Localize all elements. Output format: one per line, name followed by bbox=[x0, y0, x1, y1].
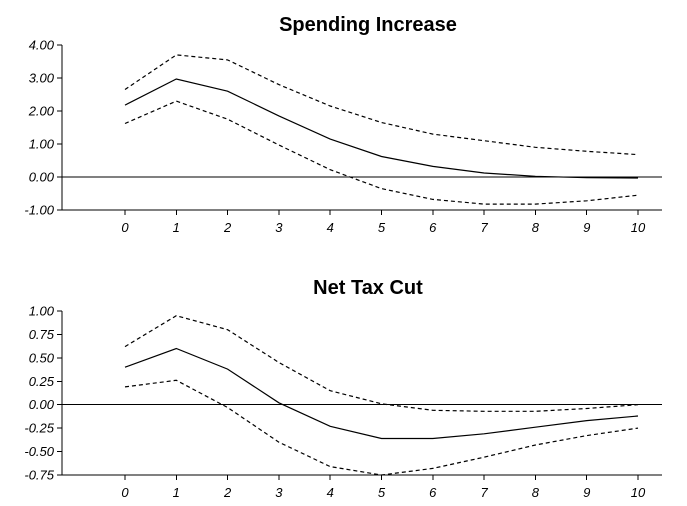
y-tick-label: 0.25 bbox=[29, 374, 55, 389]
y-tick-label: 0.00 bbox=[29, 397, 55, 412]
y-tick-label: 0.50 bbox=[29, 350, 55, 365]
series-line-estimate bbox=[124, 347, 639, 440]
series-line-lower bbox=[124, 100, 639, 205]
x-tick-label: 5 bbox=[378, 485, 386, 500]
series-line-upper bbox=[124, 315, 639, 412]
panel-title-spending-increase: Spending Increase bbox=[279, 14, 457, 36]
panel-title-net-tax-cut: Net Tax Cut bbox=[313, 277, 423, 299]
x-tick-label: 2 bbox=[223, 485, 232, 500]
y-tick-label: 3.00 bbox=[29, 71, 55, 86]
series-line-lower bbox=[124, 379, 639, 476]
x-tick-label: 7 bbox=[480, 485, 488, 500]
panel-1-plot-area: 1.00 0.75 0.50 0.25 0.00 -0.25 -0.50 -0.75 0 1 2 3 4… bbox=[24, 304, 662, 500]
y-tick-label: -0.50 bbox=[24, 444, 54, 459]
x-tick-label: 9 bbox=[583, 485, 590, 500]
y-tick-label: 0.00 bbox=[29, 170, 55, 185]
x-tick-label: 10 bbox=[631, 220, 646, 235]
x-tick-label: 4 bbox=[327, 485, 334, 500]
x-tick-label: 8 bbox=[532, 485, 540, 500]
x-tick-label: 10 bbox=[631, 485, 646, 500]
x-tick-label: 9 bbox=[583, 220, 590, 235]
y-tick-label: 0.75 bbox=[29, 327, 55, 342]
x-tick-label: 3 bbox=[275, 220, 283, 235]
panel-0-plot-area: 4.00 3.00 2.00 1.00 0.00 -1.00 0 1 2 3 4 5 6 7 8 9 10 bbox=[24, 38, 662, 235]
x-tick-label: 6 bbox=[429, 220, 437, 235]
x-tick-label: 0 bbox=[121, 220, 129, 235]
y-tick-label: -0.25 bbox=[24, 421, 54, 436]
y-tick-label: 2.00 bbox=[28, 104, 55, 119]
x-tick-label: 0 bbox=[121, 485, 129, 500]
x-tick-label: 7 bbox=[480, 220, 488, 235]
panel-spending-increase: Spending Increase 4.00 3.00 2.00 1.00 0.00 -1… bbox=[24, 14, 662, 235]
x-tick-label: 2 bbox=[223, 220, 232, 235]
x-tick-label: 4 bbox=[327, 220, 334, 235]
series-line-upper bbox=[124, 54, 639, 156]
x-tick-label: 3 bbox=[275, 485, 283, 500]
x-tick-label: 1 bbox=[173, 485, 180, 500]
x-tick-label: 8 bbox=[532, 220, 540, 235]
x-tick-label: 1 bbox=[173, 220, 180, 235]
y-tick-label: -1.00 bbox=[24, 203, 54, 218]
x-tick-label: 6 bbox=[429, 485, 437, 500]
y-tick-label: 1.00 bbox=[29, 304, 55, 319]
x-tick-label: 5 bbox=[378, 220, 386, 235]
y-tick-label: 1.00 bbox=[29, 137, 55, 152]
series-line-estimate bbox=[124, 78, 639, 179]
panel-net-tax-cut: Net Tax Cut 1.00 0.75 0.50 0.25 0.00 -0.25 -0.… bbox=[24, 277, 662, 500]
y-tick-label: 4.00 bbox=[29, 38, 55, 53]
y-tick-label: -0.75 bbox=[24, 468, 54, 483]
